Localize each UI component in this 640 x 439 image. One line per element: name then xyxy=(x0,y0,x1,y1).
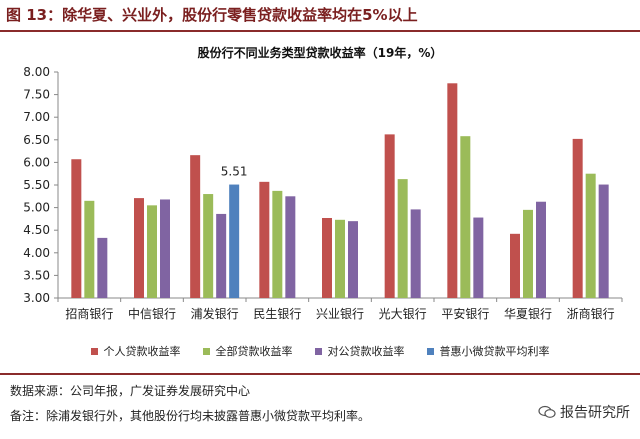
bar xyxy=(523,209,533,298)
x-tick-label: 华夏银行 xyxy=(504,307,552,321)
x-tick-label: 兴业银行 xyxy=(316,307,364,321)
figure-title: 图 13：除华夏、兴业外，股份行零售贷款收益率均在5%以上 xyxy=(6,6,418,24)
bar xyxy=(71,159,82,298)
legend-swatch xyxy=(314,347,322,355)
legend-label: 普惠小微贷款平均利率 xyxy=(439,345,550,358)
remark-note: 备注：除浦发银行外，其他股份行均未披露普惠小微贷款平均利率。 xyxy=(10,409,371,423)
wechat-icon xyxy=(538,405,556,418)
x-tick-label: 平安银行 xyxy=(441,306,489,321)
bar xyxy=(285,196,296,298)
watermark-text: 报告研究所 xyxy=(560,405,630,421)
bar xyxy=(384,134,395,298)
y-tick-label: 7.50 xyxy=(23,88,50,102)
bar xyxy=(473,217,484,298)
legend-swatch xyxy=(202,347,210,355)
bar xyxy=(147,205,157,298)
x-tick-label: 浙商银行 xyxy=(567,306,615,321)
x-tick-label: 中信银行 xyxy=(128,306,176,321)
legend-label: 对公贷款收益率 xyxy=(327,345,405,358)
x-tick-label: 民生银行 xyxy=(253,307,301,321)
y-tick-label: 5.50 xyxy=(23,178,50,192)
legend-item: 普惠小微贷款平均利率 xyxy=(426,343,550,359)
bar xyxy=(229,184,240,298)
y-tick-label: 3.50 xyxy=(23,268,50,282)
data-source-note: 数据来源：公司年报，广发证券发展研究中心 xyxy=(10,384,251,398)
y-tick-label: 6.00 xyxy=(23,155,50,169)
bar xyxy=(598,184,609,298)
legend-item: 全部贷款收益率 xyxy=(202,343,293,359)
y-tick-label: 5.00 xyxy=(23,201,50,215)
bar xyxy=(536,201,546,298)
bar xyxy=(460,136,471,298)
y-tick-label: 4.00 xyxy=(23,246,50,260)
chart-legend: 个人贷款收益率 全部贷款收益率 对公贷款收益率 普惠小微贷款平均利率 xyxy=(0,343,640,359)
bar xyxy=(134,198,144,298)
bar xyxy=(190,155,201,298)
y-tick-label: 7.00 xyxy=(23,110,50,124)
bar xyxy=(160,199,170,298)
bar xyxy=(447,83,458,298)
y-tick-label: 3.00 xyxy=(23,291,50,305)
legend-label: 个人贷款收益率 xyxy=(103,345,181,358)
legend-label: 全部贷款收益率 xyxy=(215,345,293,358)
bar xyxy=(397,179,408,298)
bar xyxy=(572,138,583,298)
legend-swatch xyxy=(90,347,98,355)
y-tick-label: 4.50 xyxy=(23,223,50,237)
bar xyxy=(84,200,95,298)
x-tick-label: 招商银行 xyxy=(65,306,113,321)
legend-item: 对公贷款收益率 xyxy=(314,343,405,359)
footer-divider xyxy=(0,373,640,375)
x-tick-label: 浦发银行 xyxy=(191,306,239,321)
bar xyxy=(348,221,358,298)
x-tick-label: 光大银行 xyxy=(379,307,427,321)
bar xyxy=(97,237,108,298)
bar xyxy=(272,190,283,298)
bar xyxy=(510,233,520,298)
y-tick-label: 6.50 xyxy=(23,133,50,147)
legend-swatch xyxy=(426,347,434,355)
bar xyxy=(322,217,332,298)
watermark: 报告研究所 xyxy=(538,402,630,422)
bar xyxy=(335,219,345,298)
bar xyxy=(216,213,227,298)
y-tick-label: 8.00 xyxy=(23,65,50,79)
bar xyxy=(585,173,596,298)
bar xyxy=(410,209,421,298)
legend-item: 个人贷款收益率 xyxy=(90,343,181,359)
bar xyxy=(259,181,270,298)
title-divider xyxy=(0,30,640,32)
chart-title: 股份行不同业务类型贷款收益率（19年，%） xyxy=(197,46,443,60)
data-label: 5.51 xyxy=(221,165,248,179)
bar xyxy=(203,194,214,298)
